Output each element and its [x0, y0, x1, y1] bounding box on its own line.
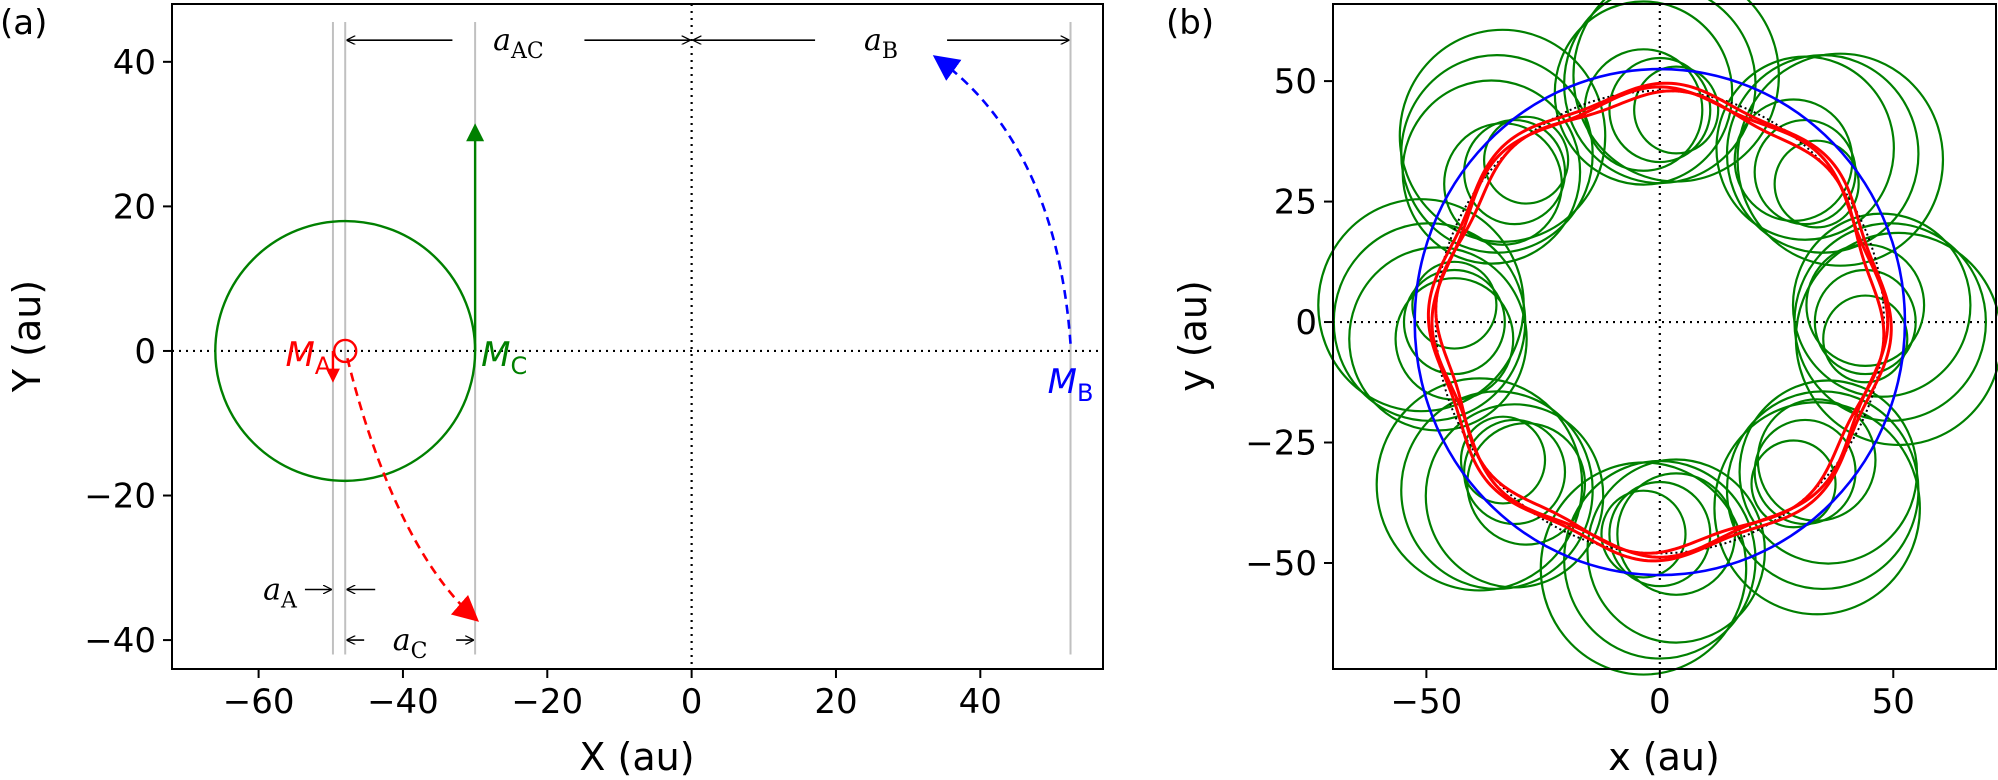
orbit-a-path	[1430, 85, 1890, 559]
loop-c-inner	[1773, 139, 1860, 229]
body-a-marker	[333, 338, 358, 364]
loop-c-outer	[1713, 401, 1921, 616]
loop-c-outer	[1375, 377, 1584, 592]
a-ytick-label: 20	[113, 187, 156, 227]
b-xtick-label: −50	[1390, 682, 1462, 722]
panel-b: (b) −50 0 50 −50 −25 0 25 50 x (au) y (au)	[1166, 0, 1998, 779]
loop-c-inner	[1466, 422, 1587, 546]
a-ytick-label: −40	[84, 621, 156, 661]
orbit-a-path	[1426, 81, 1893, 563]
a-ticks: −60 −40 −20 0 20 40 −40 −20 0 20 40	[84, 43, 1002, 722]
loop-c-inner	[1402, 268, 1506, 376]
a-xtick-label: 0	[681, 682, 703, 722]
mass-label-a: MA	[285, 335, 331, 380]
a-xlabel: X (au)	[579, 735, 694, 779]
b-xtick-label: 0	[1649, 682, 1671, 722]
distance-b-label: aB	[864, 23, 898, 64]
distance-ac-label: aAC	[493, 23, 544, 64]
loop-c-inner	[1443, 122, 1563, 246]
trajectory-arrow-a	[346, 357, 480, 622]
loop-c-inner	[1608, 56, 1712, 164]
distance-a-label: aA	[263, 572, 298, 613]
a-xtick-label: −40	[367, 682, 439, 722]
loop-c-inner	[1756, 398, 1877, 522]
panel-b-label: (b)	[1166, 3, 1214, 43]
loop-c-inner	[1608, 480, 1712, 588]
trajectory-arrow-b	[932, 55, 1072, 344]
distance-c-label: aC	[393, 623, 428, 664]
loop-c-inner	[1411, 260, 1498, 350]
loop-c-inner	[1753, 418, 1857, 526]
loop-c-outer	[1401, 79, 1582, 265]
loop-c-inner	[1633, 65, 1720, 155]
a-ytick-label: −20	[84, 477, 156, 517]
loop-c-outer	[1738, 379, 1919, 565]
a-ytick-label: 40	[113, 43, 156, 83]
loop-c-outer	[1725, 54, 1920, 254]
loop-c-inner	[1813, 268, 1917, 376]
a-guide-lines	[331, 22, 1072, 655]
a-axes-frame	[171, 3, 1104, 670]
a-xtick-label: 40	[959, 682, 1002, 722]
panel-a-label: (a)	[0, 3, 47, 43]
b-ytick-label: 25	[1274, 183, 1317, 223]
orbit-b-circle	[1413, 67, 1907, 577]
a-reference-lines	[172, 4, 1103, 669]
mass-label-c: MC	[481, 335, 527, 380]
b-axes-frame	[1332, 3, 1997, 670]
a-ytick-label: 0	[134, 332, 156, 372]
loop-c-outer	[1398, 28, 1607, 243]
loop-c-outer	[1715, 55, 1895, 241]
loop-c-outer	[1736, 52, 1945, 267]
loop-c-inner	[1482, 115, 1570, 205]
b-ytick-label: −50	[1245, 544, 1317, 584]
a-plot-data: MA MB MC	[214, 55, 1094, 622]
b-plot-data	[1317, 0, 1998, 676]
loop-c-inner	[1463, 118, 1567, 226]
b-ytick-label: −25	[1245, 424, 1317, 464]
loop-c-inner	[1459, 415, 1547, 505]
loop-c-inner	[1733, 98, 1854, 223]
orbit-a-path	[1434, 89, 1886, 555]
b-ticks: −50 0 50 −50 −25 0 25 50	[1245, 62, 1915, 722]
b-xlabel: x (au)	[1608, 735, 1720, 779]
panel-a: (a) MA MB MC aAC aB aA aC −60 −40 −20 0 20 40 −40 −2…	[0, 3, 1104, 779]
loop-c-outer	[1424, 403, 1605, 589]
b-xtick-label: 50	[1872, 682, 1915, 722]
a-xtick-label: 20	[814, 682, 857, 722]
mass-label-b: MB	[1048, 362, 1094, 407]
a-xtick-label: −60	[223, 682, 295, 722]
b-ytick-label: 0	[1295, 303, 1317, 343]
loop-c-inner	[1750, 439, 1837, 529]
loop-c-inner	[1600, 489, 1687, 579]
b-ylabel: y (au)	[1171, 280, 1215, 392]
b-ytick-label: 50	[1274, 62, 1317, 102]
loop-c-inner	[1822, 294, 1909, 384]
a-ylabel: Y (au)	[5, 280, 49, 393]
loop-c-inner	[1753, 118, 1857, 226]
loop-c-inner	[1463, 418, 1567, 526]
a-xtick-label: −20	[511, 682, 583, 722]
a-annotations: aAC aB aA aC	[263, 23, 1068, 664]
